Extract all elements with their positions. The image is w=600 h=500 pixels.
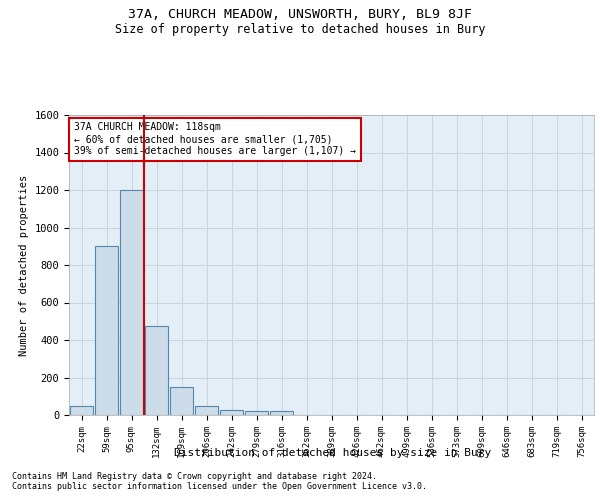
Text: Contains HM Land Registry data © Crown copyright and database right 2024.: Contains HM Land Registry data © Crown c… — [12, 472, 377, 481]
Bar — [270, 411, 293, 415]
Text: Contains public sector information licensed under the Open Government Licence v3: Contains public sector information licen… — [12, 482, 427, 491]
Bar — [70, 406, 93, 415]
Bar — [170, 387, 193, 415]
Bar — [195, 406, 218, 415]
Bar — [220, 410, 243, 415]
Text: 37A CHURCH MEADOW: 118sqm
← 60% of detached houses are smaller (1,705)
39% of se: 37A CHURCH MEADOW: 118sqm ← 60% of detac… — [74, 122, 356, 156]
Text: Size of property relative to detached houses in Bury: Size of property relative to detached ho… — [115, 22, 485, 36]
Bar — [245, 411, 268, 415]
Y-axis label: Number of detached properties: Number of detached properties — [19, 174, 29, 356]
Text: Distribution of detached houses by size in Bury: Distribution of detached houses by size … — [175, 448, 491, 458]
Text: 37A, CHURCH MEADOW, UNSWORTH, BURY, BL9 8JF: 37A, CHURCH MEADOW, UNSWORTH, BURY, BL9 … — [128, 8, 472, 20]
Bar — [95, 246, 118, 415]
Bar — [145, 326, 168, 415]
Bar — [120, 190, 143, 415]
